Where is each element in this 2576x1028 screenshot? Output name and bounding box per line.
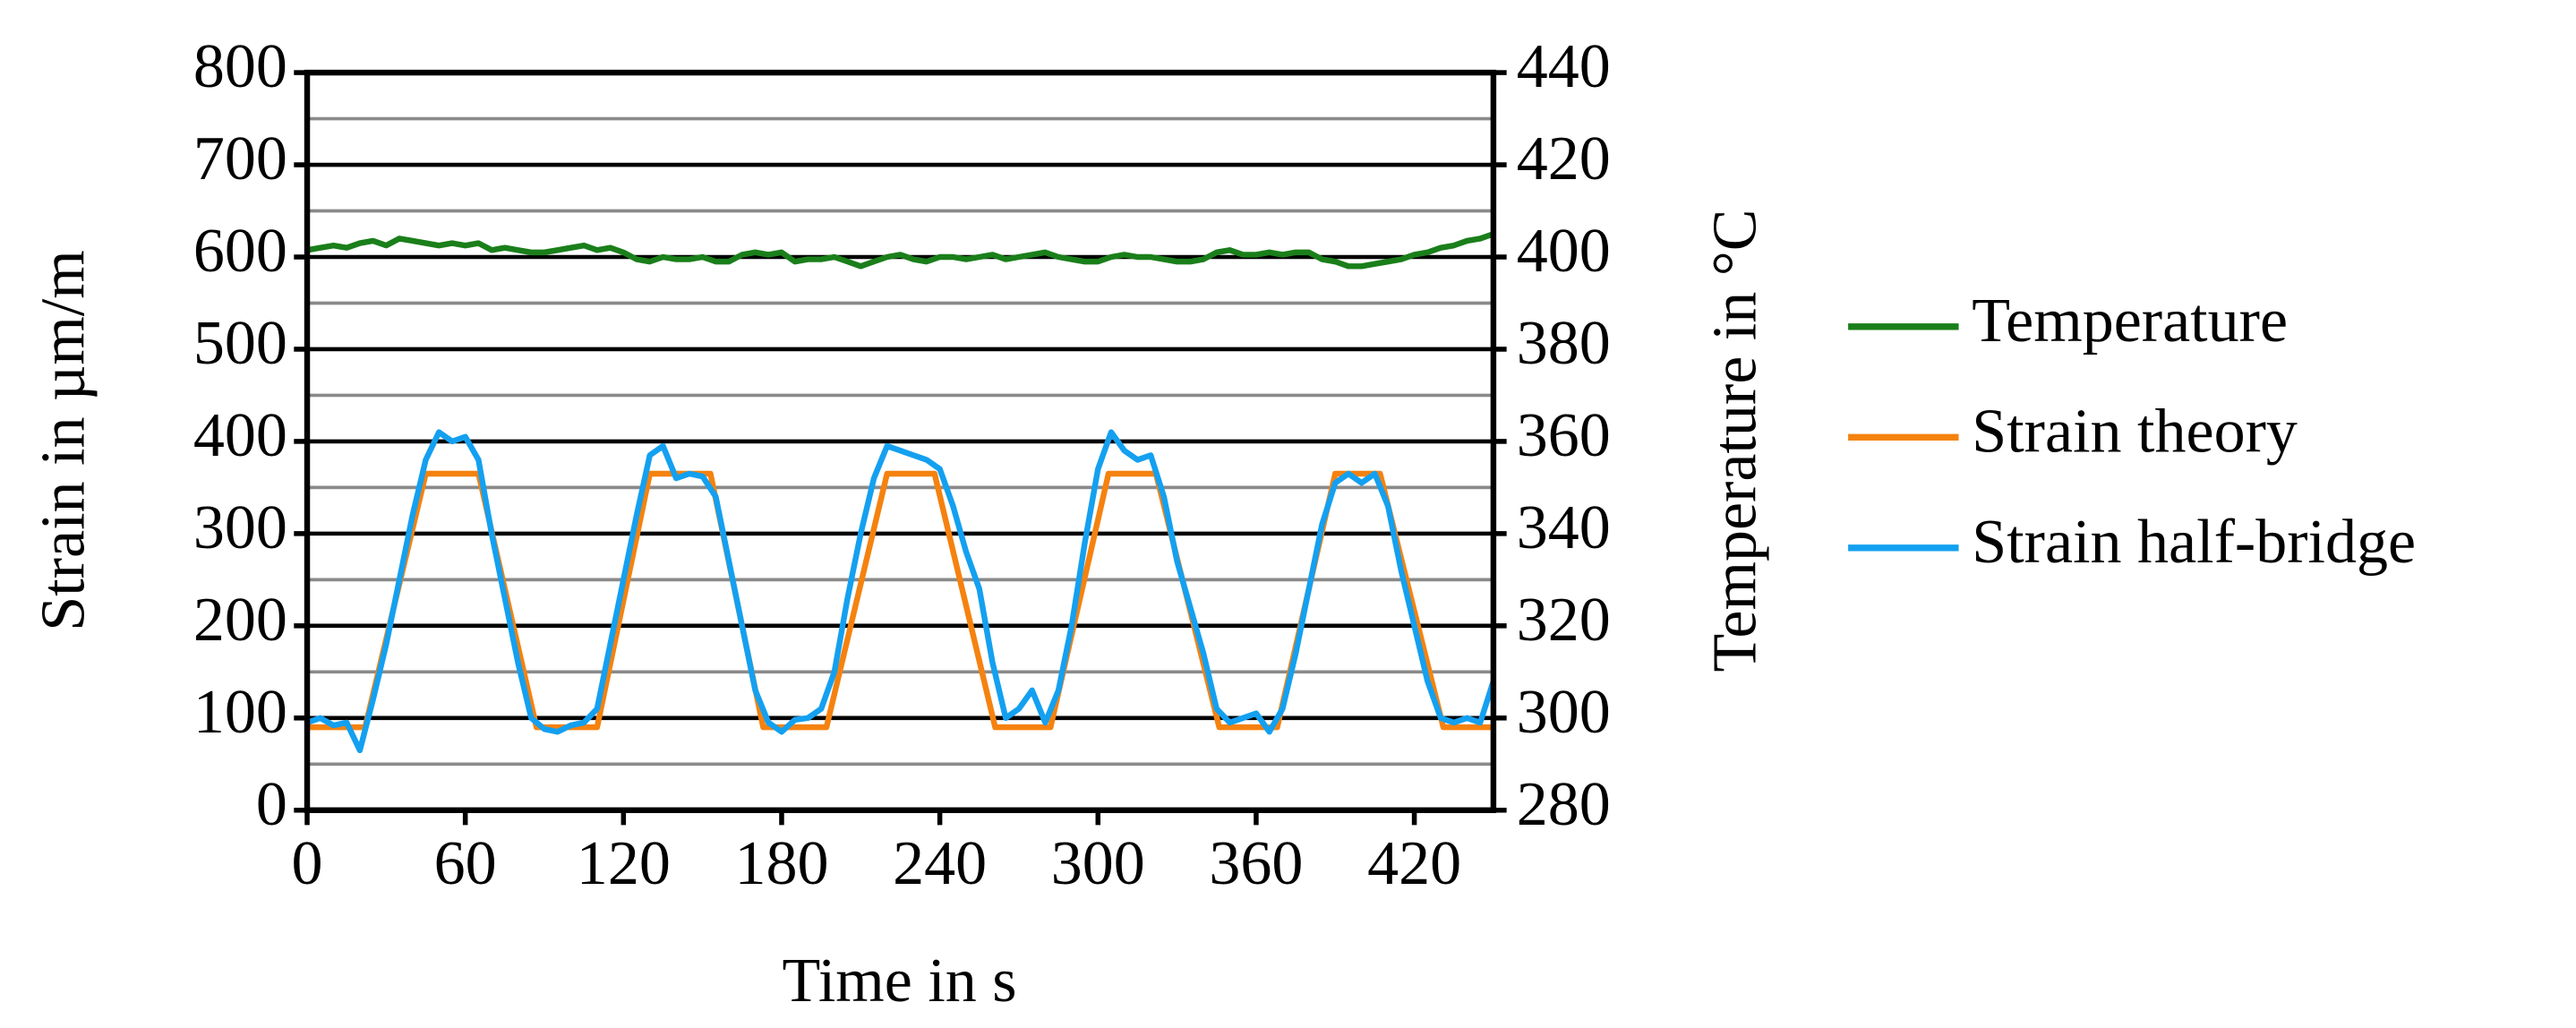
y2-tick-label: 320 bbox=[1517, 586, 1611, 655]
x-tick-label: 180 bbox=[734, 829, 828, 898]
y-tick-label: 700 bbox=[193, 124, 287, 193]
y-tick-label: 100 bbox=[193, 678, 287, 747]
legend-label: Temperature bbox=[1972, 287, 2288, 356]
series-line bbox=[306, 231, 1494, 270]
x-tick-label: 360 bbox=[1209, 829, 1303, 898]
y2-tick-label: 300 bbox=[1517, 678, 1611, 747]
x-tick-label: 120 bbox=[577, 829, 671, 898]
y-tick-label: 200 bbox=[193, 586, 287, 655]
y-tick-label: 300 bbox=[193, 493, 287, 562]
y-tick-label: 600 bbox=[193, 217, 287, 286]
x-tick-label: 60 bbox=[434, 829, 497, 898]
y2-axis-label: Temperature in °C bbox=[1700, 210, 1769, 672]
y-tick-label: 400 bbox=[193, 401, 287, 470]
y-tick-label: 800 bbox=[193, 32, 287, 101]
y2-tick-label: 400 bbox=[1517, 217, 1611, 286]
y2-tick-label: 340 bbox=[1517, 493, 1611, 562]
y2-tick-label: 280 bbox=[1517, 770, 1611, 839]
x-tick-label: 0 bbox=[292, 829, 323, 898]
y2-tick-label: 420 bbox=[1517, 124, 1611, 193]
x-tick-label: 420 bbox=[1367, 829, 1461, 898]
y2-tick-label: 380 bbox=[1517, 309, 1611, 378]
plot-frame bbox=[304, 69, 1497, 813]
legend-label: Strain theory bbox=[1972, 397, 2298, 466]
legend-label: Strain half-bridge bbox=[1972, 508, 2416, 577]
series-line bbox=[305, 429, 1496, 754]
y-tick-label: 0 bbox=[256, 770, 287, 839]
y-axis-label: Strain in µm/m bbox=[30, 250, 98, 630]
x-tick-label: 240 bbox=[893, 829, 987, 898]
x-axis-label: Time in s bbox=[783, 947, 1017, 1015]
y-tick-label: 500 bbox=[193, 309, 287, 378]
y2-tick-label: 360 bbox=[1517, 401, 1611, 470]
x-tick-label: 300 bbox=[1051, 829, 1145, 898]
y2-tick-label: 440 bbox=[1517, 32, 1611, 101]
